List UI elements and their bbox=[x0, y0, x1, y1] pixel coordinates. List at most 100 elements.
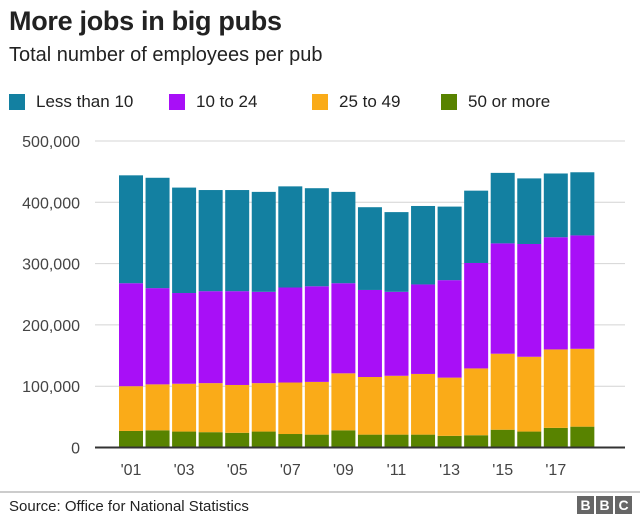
bar-segment bbox=[464, 368, 489, 436]
legend-label: 50 or more bbox=[468, 92, 551, 111]
x-tick-label: '09 bbox=[333, 462, 354, 479]
bar-segment bbox=[198, 432, 223, 448]
x-tick-label: '13 bbox=[439, 462, 460, 479]
bar-segment bbox=[225, 291, 250, 385]
bar-segment bbox=[357, 434, 382, 448]
bar-segment bbox=[517, 178, 542, 244]
y-tick-label: 400,000 bbox=[22, 195, 80, 212]
bar-segment bbox=[384, 291, 409, 376]
bar-segment bbox=[384, 375, 409, 435]
legend-swatch bbox=[169, 94, 185, 110]
chart-title: More jobs in big pubs bbox=[9, 6, 282, 36]
bar-segment bbox=[251, 191, 276, 292]
bar-segment bbox=[225, 432, 250, 448]
bar-segment bbox=[225, 384, 250, 433]
chart-subtitle: Total number of employees per pub bbox=[9, 44, 323, 66]
bar-segment bbox=[145, 177, 170, 289]
bar-segment bbox=[225, 190, 250, 292]
bar-segment bbox=[251, 291, 276, 384]
bar-segment bbox=[543, 349, 568, 428]
bar-segment bbox=[331, 283, 356, 374]
bar-segment bbox=[119, 386, 143, 431]
x-tick-label: '11 bbox=[387, 462, 407, 479]
bar-segment bbox=[464, 190, 489, 263]
bar-segment bbox=[411, 284, 436, 374]
x-tick-label: '17 bbox=[545, 462, 566, 479]
bar-segment bbox=[172, 431, 197, 448]
bar-segment bbox=[304, 381, 329, 435]
bar-segment bbox=[543, 427, 568, 448]
bar-segment bbox=[517, 431, 542, 448]
legend-swatch bbox=[312, 94, 328, 110]
bar-segment bbox=[490, 429, 515, 448]
bar-segment bbox=[119, 283, 143, 387]
legend-swatch bbox=[441, 94, 457, 110]
bar-segment bbox=[172, 293, 197, 384]
bar-segment bbox=[411, 205, 436, 285]
bar-segment bbox=[331, 191, 356, 284]
legend-label: 25 to 49 bbox=[339, 92, 401, 111]
bar-segment bbox=[437, 377, 462, 436]
bar-segment bbox=[145, 430, 170, 448]
bar-segment bbox=[198, 291, 223, 384]
bar-segment bbox=[384, 212, 409, 292]
bar-segment bbox=[411, 434, 436, 448]
bar-segment bbox=[357, 207, 382, 290]
bar-segment bbox=[145, 384, 170, 431]
bar-segment bbox=[172, 383, 197, 432]
bar-segment bbox=[172, 187, 197, 294]
bar-segment bbox=[464, 262, 489, 369]
bar-segment bbox=[198, 383, 223, 433]
bar-segment bbox=[570, 348, 595, 427]
bar-segment bbox=[517, 243, 542, 357]
bar-segment bbox=[490, 243, 515, 354]
bar-segment bbox=[304, 188, 329, 287]
bar-segment bbox=[490, 172, 515, 244]
bar-segment bbox=[411, 373, 436, 435]
legend: Less than 10 10 to 24 25 to 49 50 or more bbox=[9, 92, 629, 116]
bar-segment bbox=[278, 287, 303, 383]
bar-segment bbox=[570, 426, 595, 448]
bar-segment bbox=[331, 373, 356, 431]
bar-segment bbox=[278, 382, 303, 435]
y-tick-label: 200,000 bbox=[22, 318, 80, 335]
bbc-logo-letter: C bbox=[615, 496, 632, 514]
bar-segment bbox=[278, 434, 303, 448]
legend-label: 10 to 24 bbox=[196, 92, 258, 111]
y-tick-label: 0 bbox=[71, 441, 80, 458]
y-tick-label: 300,000 bbox=[22, 257, 80, 274]
bar-segment bbox=[119, 175, 143, 284]
bar-segment bbox=[437, 206, 462, 281]
bar-segment bbox=[304, 434, 329, 448]
bar-segment bbox=[384, 434, 409, 448]
legend-item: Less than 10 bbox=[9, 92, 133, 112]
bar-segment bbox=[570, 235, 595, 349]
bar-segment bbox=[570, 172, 595, 236]
legend-swatch bbox=[9, 94, 25, 110]
source-note: Source: Office for National Statistics bbox=[9, 498, 249, 515]
bar-segment bbox=[437, 435, 462, 448]
bar-segment bbox=[251, 431, 276, 448]
bbc-logo-letter: B bbox=[577, 496, 594, 514]
legend-item: 25 to 49 bbox=[312, 92, 400, 112]
y-tick-label: 500,000 bbox=[22, 134, 80, 151]
bar-segment bbox=[145, 288, 170, 385]
bar-segment bbox=[357, 377, 382, 435]
bar-segment bbox=[464, 435, 489, 448]
bbc-logo-letter: B bbox=[596, 496, 613, 514]
bar-segment bbox=[304, 286, 329, 382]
bar-segment bbox=[198, 190, 223, 292]
bar-segment bbox=[517, 356, 542, 432]
x-tick-label: '03 bbox=[174, 462, 195, 479]
stacked-bar-chart: 0 100,000 200,000 300,000 400,000 500,000 '01 '… bbox=[22, 134, 625, 479]
x-tick-label: '15 bbox=[492, 462, 513, 479]
bar-segment bbox=[437, 280, 462, 378]
legend-label: Less than 10 bbox=[36, 92, 134, 111]
bar-segment bbox=[543, 237, 568, 350]
bar-segment bbox=[278, 186, 303, 288]
bar-segment bbox=[357, 289, 382, 378]
legend-item: 50 or more bbox=[441, 92, 550, 112]
y-tick-label: 100,000 bbox=[22, 379, 80, 396]
bar-segment bbox=[119, 430, 143, 448]
